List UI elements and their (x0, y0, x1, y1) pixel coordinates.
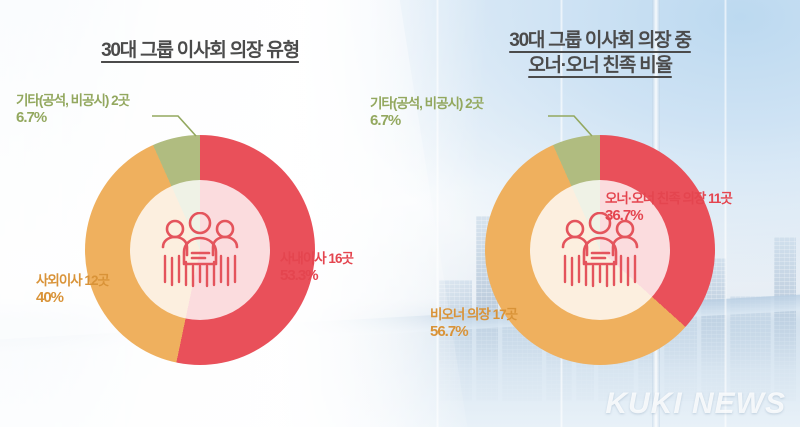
chart-right-title-line-1: 30대 그룹 이사회 의장 중 (509, 30, 692, 51)
chart-right-label-etc: 기타(공석, 비공시) 2곳 6.7% (370, 95, 484, 131)
chart-left-label-etc-percent: 6.7% (16, 109, 47, 126)
chart-left-label-etc-name: 기타(공석, 비공시) 2곳 (16, 93, 130, 108)
chart-right-label-non-owner-percent: 56.7% (430, 323, 469, 340)
people-group-icon (161, 212, 239, 288)
chart-left-title-line-1: 30대 그룹 이사회 의장 유형 (101, 40, 300, 61)
chart-right-label-owner-percent: 36.7% (605, 207, 644, 224)
chart-right-title: 30대 그룹 이사회 의장 중 오너·오너 친족 비율 (400, 28, 800, 78)
leader-line-right-green (548, 115, 593, 137)
chart-left-label-inside-director: 사내이사 16곳 53.3% (280, 250, 354, 286)
donut-hole-right (530, 180, 670, 320)
chart-right-label-owner-name: 오너·오너 친족 의장 11곳 (605, 191, 733, 206)
donut-chart-right (485, 135, 715, 365)
chart-left-label-inside-director-name: 사내이사 16곳 (280, 251, 354, 266)
chart-panel-left: 30대 그룹 이사회 의장 유형 (0, 38, 400, 365)
chart-right-label-owner: 오너·오너 친족 의장 11곳 36.7% (605, 190, 733, 226)
chart-right-label-non-owner-name: 비오너 의장 17곳 (430, 307, 518, 322)
chart-left-label-outside-director-percent: 40% (36, 289, 64, 306)
donut-hole-left (130, 180, 270, 320)
leader-line-left-green (152, 115, 197, 137)
chart-right-label-non-owner: 비오너 의장 17곳 56.7% (430, 306, 518, 342)
donut-chart-left (85, 135, 315, 365)
chart-left-label-etc: 기타(공석, 비공시) 2곳 6.7% (16, 92, 130, 128)
chart-right-label-etc-name: 기타(공석, 비공시) 2곳 (370, 96, 484, 111)
people-group-icon (561, 212, 639, 288)
chart-panel-right: 30대 그룹 이사회 의장 중 오너·오너 친족 비율 (370, 0, 800, 427)
chart-left-label-outside-director-name: 사외이사 12곳 (36, 273, 110, 288)
chart-right-label-etc-percent: 6.7% (370, 112, 401, 129)
chart-left-title: 30대 그룹 이사회 의장 유형 (0, 38, 400, 63)
kuki-news-watermark: KUKI NEWS (605, 387, 786, 420)
chart-right-title-line-2: 오너·오너 친족 비율 (528, 55, 673, 76)
chart-left-label-outside-director: 사외이사 12곳 40% (36, 272, 110, 308)
chart-left-label-inside-director-percent: 53.3% (280, 267, 319, 284)
